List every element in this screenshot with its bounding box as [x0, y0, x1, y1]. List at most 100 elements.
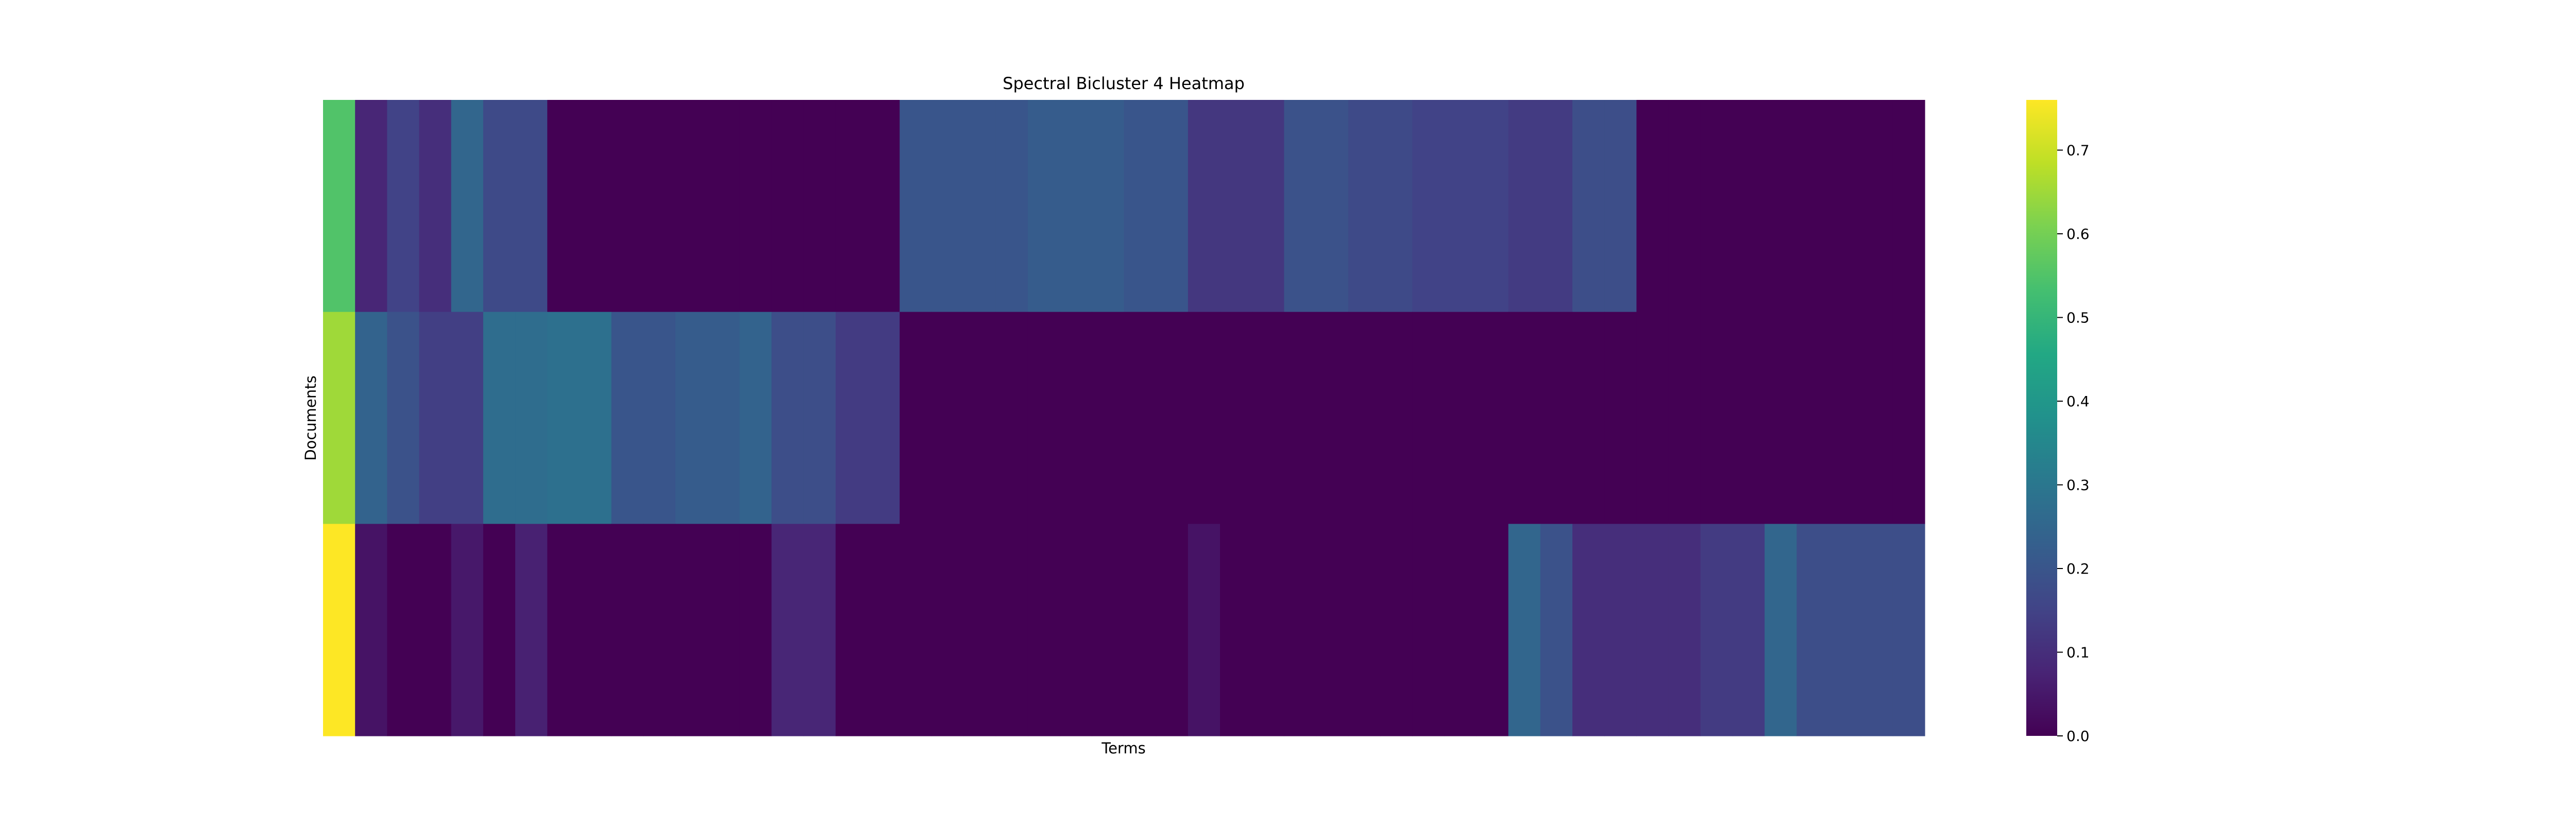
- heatmap-cell: [739, 312, 772, 524]
- heatmap-cell: [803, 524, 836, 736]
- heatmap-cell: [1892, 524, 1925, 736]
- heatmap-cell: [1540, 100, 1573, 313]
- heatmap-cell: [483, 524, 516, 736]
- heatmap-cell: [387, 312, 420, 524]
- heatmap-cell: [707, 100, 740, 313]
- heatmap-cell: [995, 100, 1028, 313]
- heatmap-cell: [451, 100, 484, 313]
- heatmap-cell: [1765, 524, 1797, 736]
- heatmap-cell: [835, 100, 868, 313]
- heatmap-cell: [1027, 312, 1060, 524]
- heatmap-cell: [579, 312, 612, 524]
- heatmap-cell: [1636, 524, 1669, 736]
- heatmap-cell: [1797, 524, 1829, 736]
- heatmap-cell: [1668, 100, 1701, 313]
- colorbar-tick-label: 0.2: [2066, 560, 2090, 577]
- heatmap-cell: [1348, 312, 1381, 524]
- colorbar-tick-label: 0.7: [2066, 142, 2090, 159]
- heatmap-cell: [1060, 524, 1092, 736]
- heatmap-cell: [1604, 100, 1637, 313]
- heatmap-cell: [1828, 524, 1861, 736]
- heatmap-cell: [387, 524, 420, 736]
- heatmap-cell: [900, 100, 933, 313]
- heatmap-cell: [1860, 100, 1893, 313]
- heatmap-cell: [1124, 100, 1157, 313]
- heatmap-cell: [1540, 312, 1573, 524]
- heatmap-cell: [1700, 524, 1733, 736]
- heatmap-cell: [1412, 312, 1445, 524]
- heatmap-cell: [1252, 524, 1284, 736]
- heatmap-cell: [1892, 312, 1925, 524]
- heatmap-cell: [1156, 312, 1189, 524]
- heatmap-cell: [1316, 312, 1349, 524]
- heatmap-cell: [1572, 312, 1605, 524]
- heatmap-cell: [323, 312, 355, 524]
- heatmap-cell: [1380, 100, 1413, 313]
- heatmap-cell: [323, 100, 355, 313]
- heatmap-cell: [1700, 100, 1733, 313]
- heatmap-cell: [1444, 524, 1477, 736]
- heatmap-cell: [1252, 100, 1284, 313]
- heatmap-cell: [1284, 312, 1317, 524]
- heatmap-cell: [675, 100, 708, 313]
- heatmap-cell: [643, 312, 676, 524]
- heatmap-cell: [1124, 524, 1157, 736]
- heatmap-cell: [1508, 524, 1541, 736]
- heatmap-cell: [1476, 100, 1509, 313]
- heatmap-cell: [1668, 524, 1701, 736]
- heatmap-cell: [547, 100, 580, 313]
- colorbar-tick-label: 0.6: [2066, 226, 2090, 243]
- heatmap-cell: [419, 312, 452, 524]
- heatmap-cell: [547, 524, 580, 736]
- colorbar-tick-label: 0.3: [2066, 477, 2090, 494]
- heatmap-cell: [675, 524, 708, 736]
- heatmap-cell: [1124, 312, 1157, 524]
- heatmap-cell: [1348, 100, 1381, 313]
- heatmap-cell: [1444, 312, 1477, 524]
- heatmap-cell: [1572, 100, 1605, 313]
- heatmap-cell: [1508, 100, 1541, 313]
- heatmap-cell: [579, 524, 612, 736]
- heatmap-cell: [1732, 524, 1765, 736]
- heatmap-cell: [868, 312, 900, 524]
- heatmap-cell: [1027, 524, 1060, 736]
- heatmap-cell: [515, 312, 548, 524]
- heatmap-cell: [1444, 100, 1477, 313]
- heatmap-cell: [1412, 100, 1445, 313]
- heatmap-cell: [1252, 312, 1284, 524]
- heatmap-cell: [675, 312, 708, 524]
- heatmap-cell: [1732, 100, 1765, 313]
- heatmap-cell: [1156, 524, 1189, 736]
- heatmap-cell: [1156, 100, 1189, 313]
- chart-title: Spectral Bicluster 4 Heatmap: [1003, 74, 1245, 93]
- heatmap-cell: [739, 524, 772, 736]
- heatmap-cell: [1220, 312, 1252, 524]
- heatmap-cell: [451, 312, 484, 524]
- heatmap-cell: [611, 524, 644, 736]
- heatmap-cell: [1604, 524, 1637, 736]
- heatmap-cell: [1508, 312, 1541, 524]
- heatmap-cell: [515, 524, 548, 736]
- heatmap-cell: [707, 524, 740, 736]
- heatmap-cell: [1027, 100, 1060, 313]
- heatmap-cell: [643, 100, 676, 313]
- heatmap-cell: [1060, 312, 1092, 524]
- heatmap-cell: [1380, 312, 1413, 524]
- heatmap-cell: [963, 100, 996, 313]
- heatmap-cell: [547, 312, 580, 524]
- heatmap-cell: [1732, 312, 1765, 524]
- heatmap-cell: [931, 524, 964, 736]
- heatmap-cell: [803, 312, 836, 524]
- heatmap-cell: [1380, 524, 1413, 736]
- heatmap-cells: [323, 100, 1925, 736]
- heatmap-cell: [611, 312, 644, 524]
- heatmap-cell: [611, 100, 644, 313]
- heatmap-cell: [1188, 100, 1221, 313]
- colorbar-tick-label: 0.1: [2066, 644, 2090, 661]
- heatmap-cell: [995, 312, 1028, 524]
- heatmap-cell: [995, 524, 1028, 736]
- heatmap-cell: [771, 524, 804, 736]
- heatmap-cell: [1188, 524, 1221, 736]
- heatmap-cell: [1060, 100, 1092, 313]
